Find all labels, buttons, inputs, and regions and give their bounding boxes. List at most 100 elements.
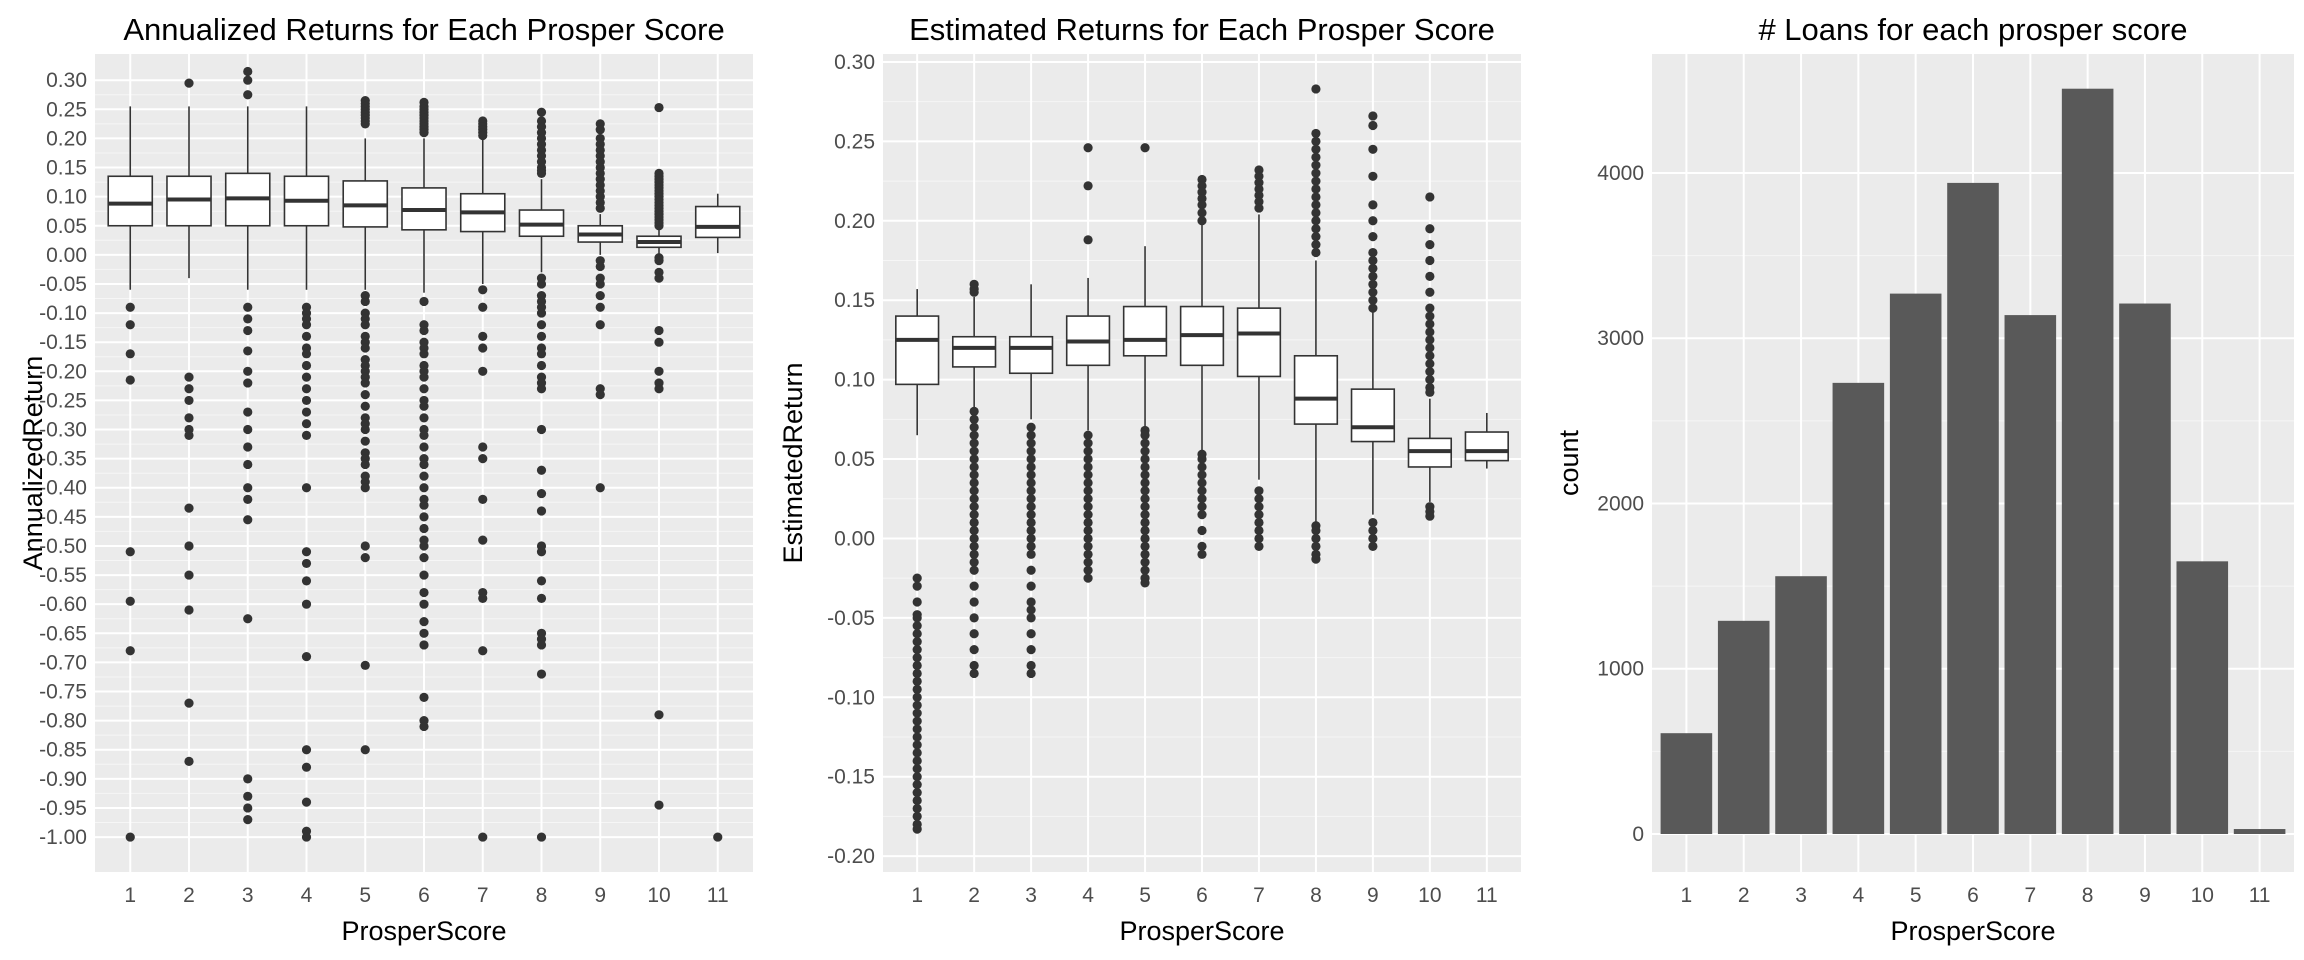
outlier-point	[912, 724, 922, 734]
outlier-point	[1368, 232, 1378, 242]
y-tick-label: -0.50	[39, 535, 87, 558]
outlier-point	[1140, 478, 1150, 488]
x-tick-label: 1	[911, 884, 923, 907]
outlier-point	[1026, 446, 1036, 456]
outlier-point	[243, 803, 253, 813]
outlier-point	[243, 314, 253, 324]
outlier-point	[419, 587, 429, 598]
outlier-point	[1140, 143, 1150, 153]
y-tick-label: -0.65	[39, 622, 87, 645]
outlier-point	[1197, 181, 1207, 191]
chart-title: Annualized Returns for Each Prosper Scor…	[123, 12, 724, 47]
outlier-point	[301, 832, 312, 842]
outlier-point	[301, 372, 312, 382]
y-tick-label: -0.35	[39, 448, 87, 471]
outlier-point	[478, 130, 488, 141]
bar-6	[1947, 182, 1999, 834]
box-1	[895, 289, 940, 834]
outlier-point	[1026, 645, 1036, 655]
outlier-point	[1026, 668, 1036, 679]
outlier-point	[419, 599, 429, 609]
outlier-point	[1026, 438, 1036, 448]
outlier-point	[243, 325, 253, 336]
outlier-point	[536, 547, 547, 557]
outlier-point	[912, 660, 922, 671]
x-tick-label: 7	[477, 884, 489, 907]
y-axis-label: AnnualizedReturn	[18, 356, 48, 571]
outlier-point	[1311, 160, 1321, 170]
outlier-point	[536, 465, 547, 475]
y-tick-label: -0.15	[39, 331, 87, 354]
box-6	[401, 97, 447, 732]
outlier-point	[1026, 660, 1036, 671]
outlier-point	[969, 446, 979, 456]
outlier-point	[969, 613, 979, 623]
outlier-point	[969, 629, 979, 639]
outlier-point	[360, 389, 370, 400]
loan-count-panel: 0 1000 2000 3000 4000 1 2 3 4 5 6 7 8 9 10 11 # Loans …	[1536, 0, 2304, 960]
outlier-point	[1254, 525, 1264, 536]
outlier-point	[654, 325, 664, 336]
outlier-point	[419, 471, 429, 481]
outlier-point	[1311, 216, 1321, 226]
outlier-point	[1368, 525, 1378, 536]
outlier-point	[1197, 462, 1207, 472]
outlier-point	[1083, 235, 1093, 245]
x-tick-label: 7	[2024, 884, 2036, 907]
outlier-point	[969, 597, 979, 607]
y-tick-label: 0.25	[46, 98, 87, 121]
outlier-point	[969, 486, 979, 496]
outlier-point	[1026, 502, 1036, 512]
y-tick-labels: 0.30 0.25 0.20 0.15 0.10 0.05 0.00 -0.05 -0.10 -0…	[39, 69, 87, 849]
outlier-point	[243, 494, 253, 504]
outlier-point	[1254, 486, 1264, 496]
outlier-point	[1083, 510, 1093, 520]
y-tick-label: -0.60	[39, 593, 87, 616]
outlier-point	[419, 430, 429, 440]
outlier-point	[1140, 446, 1150, 456]
iqr-box	[1293, 354, 1339, 425]
outlier-point	[1368, 303, 1378, 313]
outlier-point	[1425, 271, 1435, 281]
outlier-point	[969, 541, 979, 551]
y-tick-label: 0.05	[834, 448, 875, 471]
outlier-point	[360, 553, 370, 563]
outlier-point	[360, 541, 370, 551]
outlier-point	[1368, 144, 1378, 154]
box-6	[1179, 174, 1225, 559]
boxes	[107, 66, 741, 842]
y-tick-label: 0.10	[834, 369, 875, 392]
y-tick-label: -0.05	[827, 607, 875, 630]
iqr-box	[107, 175, 154, 227]
outlier-point	[1311, 533, 1321, 544]
outlier-point	[1083, 462, 1093, 472]
x-tick-label: 10	[2191, 884, 2214, 907]
box-4	[283, 106, 330, 842]
outlier-point	[912, 645, 922, 655]
outlier-point	[1425, 192, 1435, 202]
x-tick-labels: 1 2 3 4 5 6 7 8 9 10 11	[1681, 884, 2271, 907]
outlier-point	[1197, 200, 1207, 210]
outlier-point	[1026, 613, 1036, 623]
outlier-point	[912, 732, 922, 742]
outlier-point	[243, 66, 253, 77]
outlier-point	[536, 320, 547, 330]
outlier-point	[654, 102, 664, 113]
outlier-point	[301, 651, 312, 662]
y-tick-label: -0.05	[39, 273, 87, 296]
outlier-point	[1368, 533, 1378, 544]
outlier-point	[1254, 171, 1264, 181]
outlier-point	[912, 613, 922, 623]
outlier-point	[478, 302, 488, 312]
outlier-point	[1083, 517, 1093, 528]
box-5	[1122, 143, 1168, 588]
outlier-point	[301, 360, 312, 371]
outlier-point	[243, 302, 253, 312]
x-tick-label: 3	[1025, 884, 1037, 907]
outlier-point	[301, 331, 312, 341]
outlier-point	[1425, 343, 1435, 353]
y-tick-label: 0.15	[46, 157, 87, 180]
y-tick-label: -0.30	[39, 419, 87, 442]
outlier-point	[595, 261, 605, 272]
outlier-point	[301, 384, 312, 394]
